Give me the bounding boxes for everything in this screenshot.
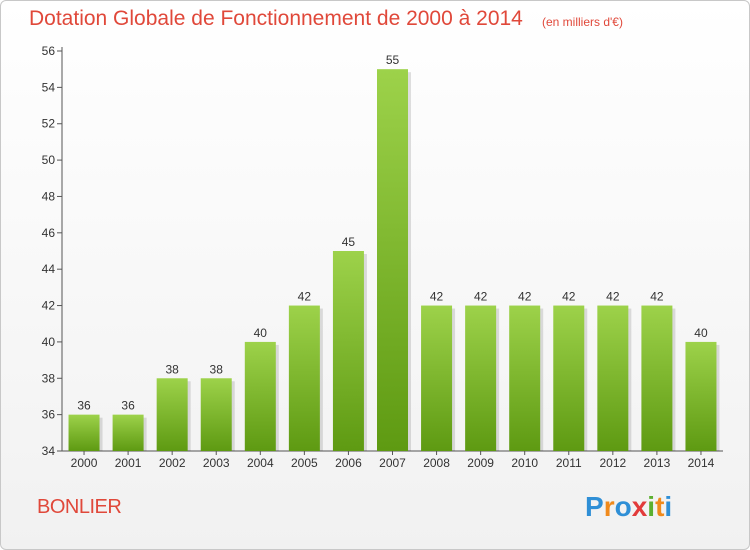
bar-2003 bbox=[200, 378, 232, 451]
bar-value-label: 45 bbox=[342, 235, 356, 249]
bar-value-label: 42 bbox=[562, 290, 576, 304]
x-tick-label: 2002 bbox=[159, 456, 186, 470]
y-tick-label: 46 bbox=[42, 226, 56, 240]
y-tick-label: 52 bbox=[42, 117, 56, 131]
chart-title: Dotation Globale de Fonctionnement de 20… bbox=[29, 7, 523, 30]
bar-2000 bbox=[68, 414, 100, 451]
y-tick-label: 36 bbox=[42, 408, 56, 422]
y-tick-label: 42 bbox=[42, 299, 56, 313]
bar-2007 bbox=[377, 69, 408, 451]
bar-value-label: 42 bbox=[606, 290, 620, 304]
y-tick-label: 56 bbox=[42, 44, 56, 58]
bar-value-label: 42 bbox=[518, 290, 532, 304]
bar-value-label: 36 bbox=[121, 399, 135, 413]
y-tick-label: 48 bbox=[42, 189, 56, 203]
bar-value-label: 40 bbox=[254, 326, 268, 340]
y-tick-label: 34 bbox=[42, 444, 56, 458]
bar-2005 bbox=[288, 305, 320, 451]
bar-2012 bbox=[597, 305, 629, 451]
bar-2008 bbox=[421, 305, 453, 451]
x-tick-label: 2010 bbox=[511, 456, 538, 470]
bar-value-label: 42 bbox=[474, 290, 488, 304]
x-tick-label: 2014 bbox=[688, 456, 715, 470]
x-tick-label: 2000 bbox=[71, 456, 98, 470]
commune-name: BONLIER bbox=[37, 496, 122, 518]
x-tick-label: 2012 bbox=[599, 456, 626, 470]
bar-2014 bbox=[685, 341, 717, 451]
x-tick-label: 2011 bbox=[556, 456, 582, 470]
bar-value-label: 42 bbox=[430, 290, 444, 304]
bar-2002 bbox=[156, 378, 188, 451]
svg-text:Proxiti: Proxiti bbox=[585, 491, 672, 522]
x-tick-label: 2013 bbox=[644, 456, 671, 470]
x-tick-label: 2005 bbox=[291, 456, 318, 470]
x-tick-label: 2006 bbox=[335, 456, 362, 470]
x-tick-label: 2007 bbox=[379, 456, 406, 470]
bar-value-label: 40 bbox=[694, 326, 708, 340]
bar-2006 bbox=[332, 251, 364, 451]
y-tick-label: 38 bbox=[42, 371, 56, 385]
bar-value-label: 38 bbox=[210, 362, 224, 376]
bar-value-label: 55 bbox=[386, 53, 400, 67]
y-tick-label: 50 bbox=[42, 153, 56, 167]
x-tick-label: 2008 bbox=[423, 456, 450, 470]
bar-value-label: 42 bbox=[650, 290, 664, 304]
bar-2009 bbox=[465, 305, 497, 451]
chart-unit-label: (en milliers d'€) bbox=[542, 15, 623, 29]
proxiti-logo: Proxiti bbox=[585, 491, 672, 522]
bar-value-label: 42 bbox=[298, 290, 312, 304]
x-tick-label: 2001 bbox=[115, 456, 142, 470]
bar-2004 bbox=[244, 341, 276, 451]
y-tick-label: 44 bbox=[42, 262, 56, 276]
x-tick-label: 2009 bbox=[467, 456, 494, 470]
bar-2011 bbox=[553, 305, 585, 451]
bar-value-label: 38 bbox=[165, 362, 179, 376]
bar-2013 bbox=[641, 305, 673, 451]
bar-2010 bbox=[509, 305, 541, 451]
x-tick-label: 2003 bbox=[203, 456, 230, 470]
bar-value-label: 36 bbox=[77, 399, 91, 413]
y-tick-label: 54 bbox=[42, 80, 56, 94]
bar-2001 bbox=[112, 414, 144, 451]
x-tick-label: 2004 bbox=[247, 456, 274, 470]
y-tick-label: 40 bbox=[42, 335, 56, 349]
